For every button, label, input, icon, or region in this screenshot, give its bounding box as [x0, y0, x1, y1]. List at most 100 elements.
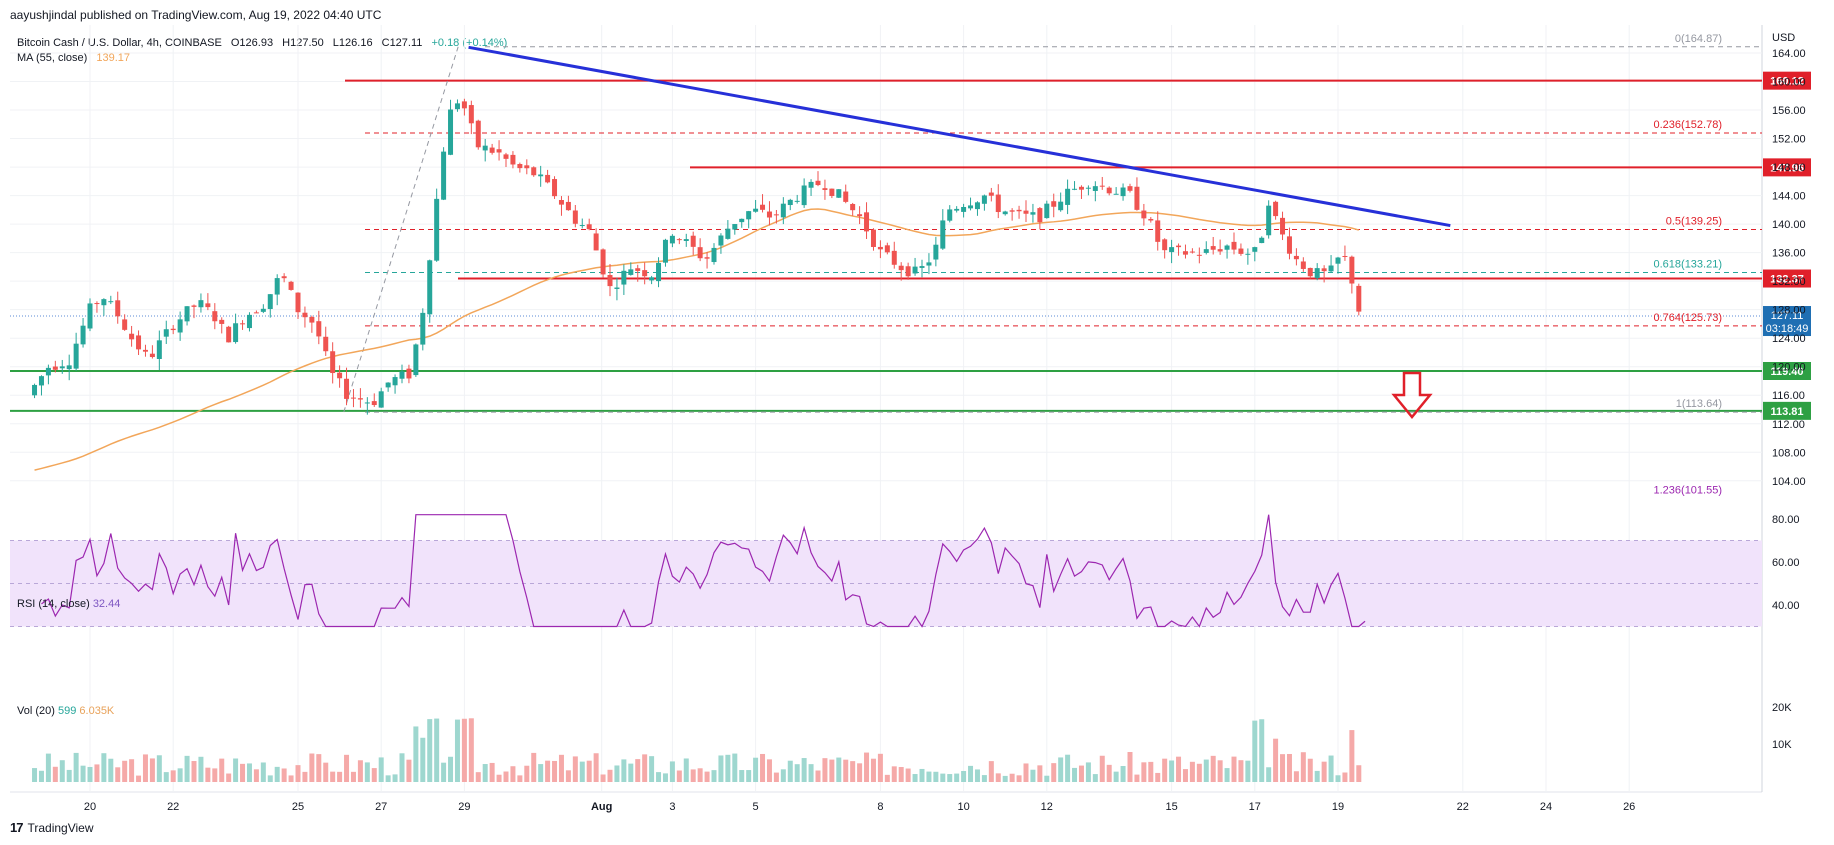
price-tick-label: 120.00: [1772, 362, 1806, 374]
candle-body: [829, 188, 835, 196]
volume-bar: [129, 759, 135, 782]
candle-body: [815, 180, 821, 186]
volume-bar: [808, 764, 814, 782]
price-tick-label: 108.00: [1772, 447, 1806, 459]
candle-body: [454, 103, 460, 110]
candle-body: [142, 349, 148, 352]
candle-body: [226, 326, 232, 343]
candle-body: [357, 398, 363, 400]
time-tick-label: 20: [84, 801, 96, 813]
candle-body: [94, 303, 100, 305]
candle-body: [954, 208, 960, 211]
volume-bar: [420, 737, 426, 782]
candle-body: [801, 185, 807, 206]
volume-bar: [156, 755, 162, 782]
volume-bar: [926, 771, 932, 782]
candle-body: [662, 239, 668, 263]
candle-body: [981, 195, 987, 204]
candle-body: [773, 214, 779, 216]
volume-bar: [836, 757, 842, 782]
candle-body: [988, 192, 994, 196]
volume-bar: [683, 758, 689, 782]
volume-bar: [503, 771, 509, 782]
axis-unit-label: USD: [1772, 32, 1795, 44]
candle-body: [919, 266, 925, 268]
volume-bar: [184, 755, 190, 782]
candle-body: [240, 323, 246, 325]
ma-label[interactable]: MA (55, close): [17, 52, 88, 64]
candle-body: [961, 206, 967, 212]
volume-label[interactable]: Vol (20): [17, 705, 55, 717]
volume-bar: [330, 771, 336, 782]
volume-bar: [267, 775, 273, 782]
volume-bar: [142, 754, 148, 782]
candle-body: [427, 260, 433, 315]
symbol-title[interactable]: Bitcoin Cash / U.S. Dollar, 4h, COINBASE: [17, 37, 222, 49]
candle-body: [912, 266, 918, 274]
volume-bar: [136, 775, 142, 782]
volume-bar: [260, 762, 266, 782]
candle-body: [531, 167, 537, 176]
candle-body: [1189, 251, 1195, 253]
volume-bar: [531, 752, 537, 782]
candle-body: [1037, 208, 1043, 223]
candle-body: [517, 164, 523, 169]
candle-body: [739, 218, 745, 223]
volume-bar: [1085, 762, 1091, 782]
candle-body: [718, 235, 724, 246]
candle-body: [1238, 248, 1244, 254]
candle-body: [877, 246, 883, 250]
candle-body: [1307, 267, 1313, 277]
candle-body: [323, 336, 329, 352]
price-levels: 160.12 147.96 132.37 119.40 113.81 127.1103:1…: [10, 71, 1811, 420]
volume-bar: [108, 758, 114, 782]
volume-bar: [1148, 761, 1154, 782]
volume-bar: [323, 762, 329, 782]
volume-bar: [1321, 761, 1327, 782]
volume-bar: [482, 764, 488, 782]
candle-body: [690, 235, 696, 247]
volume-ma-value: 6.035K: [79, 705, 115, 717]
candle-body: [1023, 210, 1029, 214]
candle-body: [330, 351, 336, 374]
candle-body: [1280, 217, 1286, 235]
brand-name[interactable]: TradingView: [27, 820, 94, 835]
volume-bar: [614, 765, 620, 782]
volume-bar: [385, 775, 391, 782]
candle-body: [780, 203, 786, 218]
volume-bar: [274, 766, 280, 782]
candle-body: [1134, 186, 1140, 210]
volume-bar: [1293, 771, 1299, 782]
volume-bar: [240, 763, 246, 782]
volume-bar: [572, 756, 578, 782]
level-price-label: 160.12: [1770, 76, 1804, 88]
candle-body: [787, 199, 793, 206]
candle-body: [66, 365, 72, 370]
candle-body: [1065, 188, 1071, 205]
volume-bar: [621, 759, 627, 782]
rsi-tick-label: 60.00: [1772, 557, 1800, 569]
candle-body: [1155, 220, 1161, 242]
candle-body: [683, 239, 689, 242]
candle-body: [711, 247, 717, 263]
volume-bar: [968, 765, 974, 782]
volume-bar: [760, 753, 766, 782]
candle-body: [614, 287, 620, 289]
rsi-label[interactable]: RSI (14, close): [17, 598, 90, 610]
bearish-arrow-shape: [1391, 371, 1433, 419]
volume-bar: [1210, 755, 1216, 782]
ma-value: 139.17: [96, 52, 131, 64]
candle-body: [704, 257, 710, 259]
price-tick-label: 144.00: [1772, 191, 1806, 203]
candle-body: [461, 101, 467, 109]
volume-bar: [995, 773, 1001, 782]
volume-bar: [52, 766, 58, 782]
candle-body: [1300, 261, 1306, 269]
last-price-label: 127.11: [1771, 310, 1804, 322]
tradingview-logo: 17: [10, 820, 24, 835]
volume-bar: [1203, 759, 1209, 782]
candle-body: [316, 321, 322, 337]
candle-body: [628, 269, 634, 275]
volume-bar: [461, 718, 467, 782]
